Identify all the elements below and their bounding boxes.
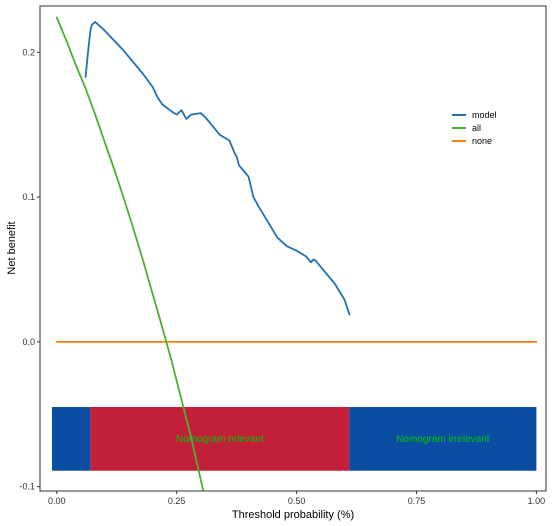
region-label-2: Nomogram irrelevant (396, 434, 490, 445)
x-tick-label: 0.00 (48, 496, 66, 506)
axes: 0.00 0.25 0.50 0.75 1.00 -0.1 0.0 0.1 0.2 (19, 47, 545, 506)
x-tick-label: 0.50 (288, 496, 306, 506)
legend-label-model: model (472, 110, 497, 120)
y-tick-label: 0.2 (22, 47, 35, 57)
series-line-model (84, 20, 351, 316)
y-tick-label: 0.1 (22, 192, 35, 202)
region-rect-0 (51, 407, 91, 471)
y-tick-label: -0.1 (19, 482, 35, 492)
x-tick-label: 0.25 (168, 496, 186, 506)
region-band: Nomogram relevant Nomogram irrelevant (51, 407, 537, 471)
series-lines (55, 16, 538, 491)
y-axis-title: Net benefit (6, 221, 18, 274)
legend: model all none (452, 110, 497, 146)
x-axis-title: Threshold probability (%) (232, 509, 354, 521)
region-rect-1 (90, 407, 350, 471)
plot-panel-border (39, 5, 547, 492)
series-line-all (55, 16, 205, 491)
y-tick-label: 0.0 (22, 337, 35, 347)
legend-label-none: none (472, 136, 492, 146)
x-tick-label: 0.75 (408, 496, 426, 506)
region-label-1: Nomogram relevant (176, 434, 264, 445)
x-tick-label: 1.00 (528, 496, 546, 506)
legend-label-all: all (472, 123, 481, 133)
region-rect-2 (349, 407, 537, 471)
